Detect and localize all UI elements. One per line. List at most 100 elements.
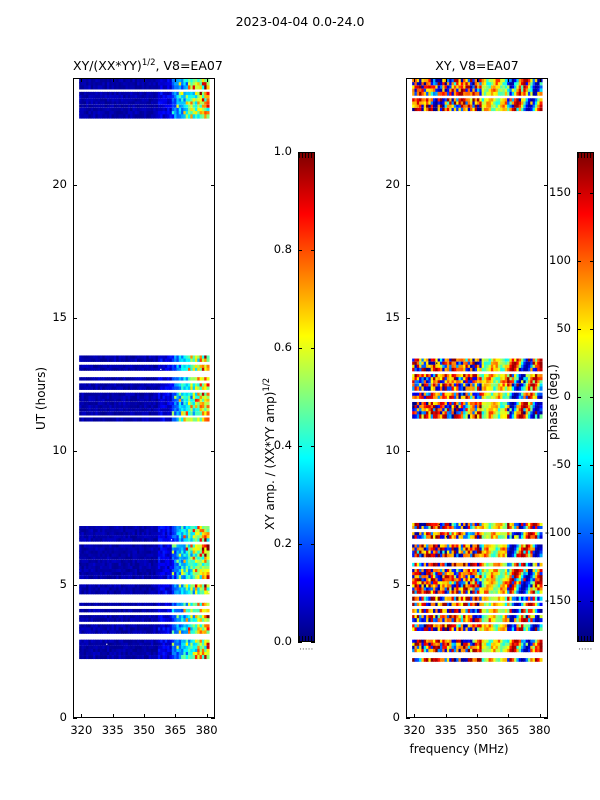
colorbar-tick-mark-left (577, 328, 581, 330)
colorbar-tick-mark-left (577, 260, 581, 262)
phase-colorbar-gradient (578, 153, 593, 641)
y-tick-mark-right (544, 584, 548, 586)
right-panel-title: XY, V8=EA07 (435, 58, 519, 73)
y-tick-mark (406, 451, 410, 453)
colorbar-tick-label: 0.8 (273, 242, 292, 256)
y-tick-label: 5 (59, 576, 67, 591)
left-y-axis-label: UT (hours) (34, 366, 48, 430)
y-tick-mark (406, 184, 410, 186)
x-tick-label: 320 (403, 723, 426, 737)
colorbar-tick-mark (590, 397, 594, 398)
x-tick-mark-top (414, 78, 416, 82)
y-tick-mark (406, 584, 410, 586)
phase-heatmap-image (407, 79, 547, 717)
colorbar-tick-label: 0.0 (273, 634, 292, 648)
colorbar-tick-mark-left (298, 642, 302, 643)
colorbar-tick-label: 0 (563, 389, 571, 403)
amplitude-colorbar-under-hatch (299, 636, 314, 641)
colorbar-tick-mark (311, 152, 315, 153)
y-tick-label: 10 (52, 443, 67, 458)
amplitude-heatmap-image (74, 79, 214, 717)
x-tick-mark-top (539, 78, 541, 82)
x-tick-mark (508, 714, 510, 718)
x-tick-mark (445, 714, 447, 718)
colorbar-tick-label: 50 (556, 320, 571, 335)
y-tick-mark (73, 451, 77, 453)
colorbar-tick-label: 100 (549, 252, 571, 267)
colorbar-tick-mark (311, 446, 315, 447)
left-panel-title-exponent: 1/2 (141, 58, 156, 68)
x-tick-mark-top (477, 78, 478, 82)
colorbar-tick-label: -100 (544, 525, 571, 540)
x-tick-mark (477, 714, 478, 718)
y-tick-mark-right (544, 718, 548, 719)
colorbar-tick-mark-left (298, 152, 302, 153)
amplitude-colorbar-label: XY amp. / (XX*YY amp)1/2 (262, 378, 277, 530)
phase-colorbar-over-hatch (578, 153, 593, 158)
left-panel-title: XY/(XX*YY)1/2, V8=EA07 (73, 58, 223, 74)
colorbar-tick-mark (590, 465, 594, 467)
colorbar-tick-mark (311, 642, 315, 643)
y-tick-mark-right (544, 184, 548, 186)
colorbar-tick-label: 0.4 (273, 438, 292, 452)
phase-colorbar-under-hatch (578, 636, 593, 641)
x-tick-mark (414, 714, 416, 718)
x-tick-mark-top (144, 78, 145, 82)
x-tick-label: 365 (164, 723, 187, 737)
amplitude-colorbar[interactable] (298, 152, 315, 642)
x-tick-mark (206, 714, 208, 718)
y-tick-mark (73, 184, 77, 186)
left-panel-title-suffix: , V8=EA07 (155, 58, 223, 74)
y-tick-mark-right (211, 451, 215, 453)
left-panel-title-main: XY/(XX*YY) (73, 58, 142, 74)
colorbar-tick-mark-left (577, 601, 581, 603)
y-tick-mark-right (544, 318, 548, 319)
x-tick-label: 350 (466, 723, 488, 737)
phase-colorbar-label: phase (deg.) (546, 364, 560, 440)
y-tick-mark (73, 584, 77, 586)
colorbar-tick-mark-left (298, 250, 302, 251)
x-tick-mark-top (445, 78, 447, 82)
x-tick-mark (144, 714, 145, 718)
colorbar-tick-label: 1.0 (273, 144, 292, 158)
colorbar-tick-mark (590, 192, 594, 194)
y-tick-mark (73, 318, 77, 319)
amplitude-colorbar-label-exponent: 1/2 (262, 377, 272, 392)
x-tick-mark-top (81, 78, 83, 82)
colorbar-tick-mark (311, 544, 315, 545)
colorbar-tick-mark-left (577, 192, 581, 194)
colorbar-tick-mark (590, 260, 594, 262)
colorbar-tick-mark-left (577, 397, 581, 398)
y-tick-mark-right (211, 584, 215, 586)
x-tick-mark (112, 714, 114, 718)
colorbar-tick-mark (311, 250, 315, 251)
y-tick-label: 10 (385, 443, 400, 458)
amplitude-colorbar-gradient (299, 153, 314, 641)
phase-heatmap-axes[interactable] (406, 78, 548, 718)
colorbar-tick-label: 0.2 (273, 536, 292, 550)
amplitude-heatmap-axes[interactable] (73, 78, 215, 718)
y-tick-label: 0 (59, 710, 67, 724)
x-tick-mark-top (206, 78, 208, 82)
x-tick-label: 380 (195, 723, 218, 737)
colorbar-tick-mark (590, 601, 594, 603)
y-tick-mark-right (211, 718, 215, 719)
x-tick-mark-top (508, 78, 510, 82)
amplitude-colorbar-label-main: XY amp. / (XX*YY amp) (263, 391, 277, 530)
x-tick-label: 380 (528, 723, 551, 737)
x-tick-label: 335 (101, 723, 124, 737)
x-tick-mark-top (112, 78, 114, 82)
colorbar-tick-label: 0.6 (273, 340, 292, 354)
y-tick-mark (73, 718, 77, 719)
x-tick-mark (81, 714, 83, 718)
colorbar-tick-mark (590, 533, 594, 535)
colorbar-tick-mark-left (298, 348, 302, 349)
y-tick-label: 20 (52, 176, 67, 191)
y-tick-label: 15 (385, 310, 400, 324)
phase-colorbar-under-dash: ····· (578, 645, 593, 655)
colorbar-tick-mark (311, 348, 315, 349)
colorbar-tick-mark (590, 328, 594, 330)
x-tick-mark-top (175, 78, 177, 82)
x-tick-mark (175, 714, 177, 718)
y-tick-mark-right (211, 318, 215, 319)
